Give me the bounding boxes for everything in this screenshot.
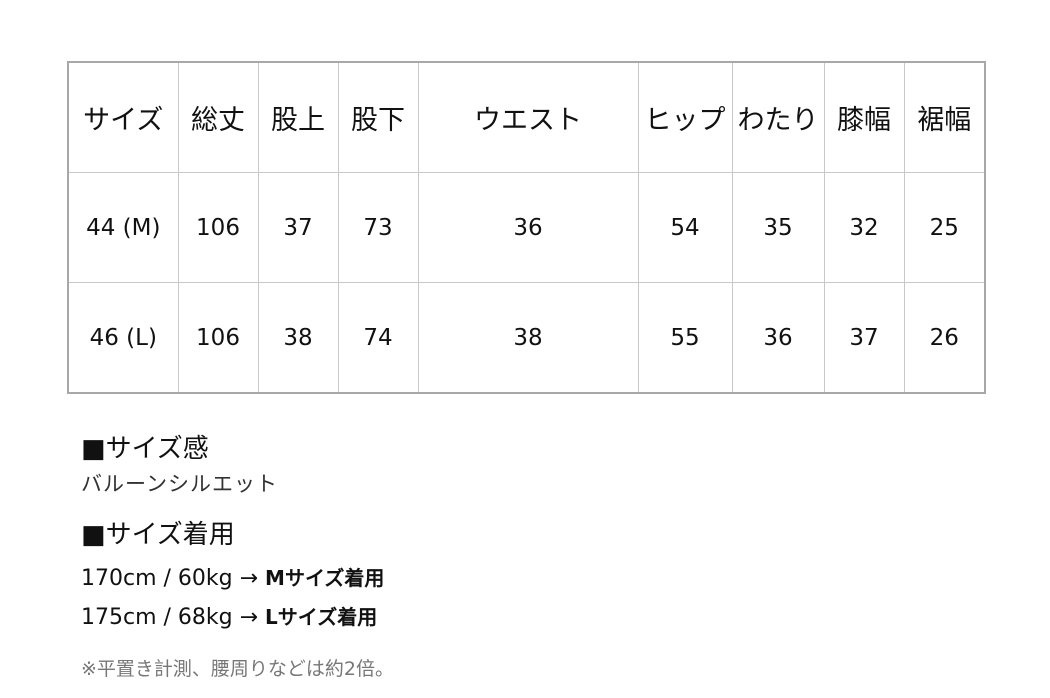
column-header: サイズ [67, 61, 179, 173]
worn-measure: 170cm / 60kg → [81, 566, 266, 591]
table-cell: 46 (L) [67, 282, 179, 394]
table-cell: 25 [903, 172, 986, 283]
table-cell: 36 [417, 172, 639, 283]
table-cell: 54 [637, 172, 733, 283]
table-row: 46 (L) 106 38 74 38 55 36 37 26 [67, 282, 986, 394]
column-header: ウエスト [417, 61, 639, 173]
worn-line: 170cm / 60kg → Mサイズ着用 [81, 562, 384, 591]
table-cell: 37 [257, 172, 339, 283]
table-header-row: サイズ 総丈 股上 股下 ウエスト ヒップ わたり 膝幅 裾幅 [67, 61, 986, 173]
worn-size: Mサイズ着用 [265, 566, 385, 590]
column-header: 総丈 [177, 61, 259, 173]
fit-heading: ■サイズ感 [81, 434, 209, 464]
measurement-note: ※平置き計測、腰周りなどは約2倍。 [81, 658, 395, 680]
table-cell: 32 [823, 172, 905, 283]
column-header: 股下 [337, 61, 419, 173]
column-header: 裾幅 [903, 61, 986, 173]
size-chart-table: サイズ 総丈 股上 股下 ウエスト ヒップ わたり 膝幅 裾幅 44 (M) 106 37 73 36 5… [67, 61, 986, 394]
worn-line: 175cm / 68kg → Lサイズ着用 [81, 601, 377, 630]
table-cell: 38 [257, 282, 339, 394]
fit-text: バルーンシルエット [81, 472, 278, 496]
table-cell: 35 [731, 172, 825, 283]
table-cell: 38 [417, 282, 639, 394]
table-cell: 44 (M) [67, 172, 179, 283]
table-row: 44 (M) 106 37 73 36 54 35 32 25 [67, 172, 986, 283]
table-cell: 36 [731, 282, 825, 394]
column-header: わたり [731, 61, 825, 173]
worn-measure: 175cm / 68kg → [81, 605, 266, 630]
table-cell: 73 [337, 172, 419, 283]
column-header: 股上 [257, 61, 339, 173]
table-cell: 106 [177, 282, 259, 394]
table-cell: 74 [337, 282, 419, 394]
table-cell: 106 [177, 172, 259, 283]
column-header: 膝幅 [823, 61, 905, 173]
table-cell: 55 [637, 282, 733, 394]
table-cell: 26 [903, 282, 986, 394]
worn-heading: ■サイズ着用 [81, 520, 235, 550]
table-cell: 37 [823, 282, 905, 394]
column-header: ヒップ [637, 61, 733, 173]
worn-size: Lサイズ着用 [265, 605, 378, 629]
